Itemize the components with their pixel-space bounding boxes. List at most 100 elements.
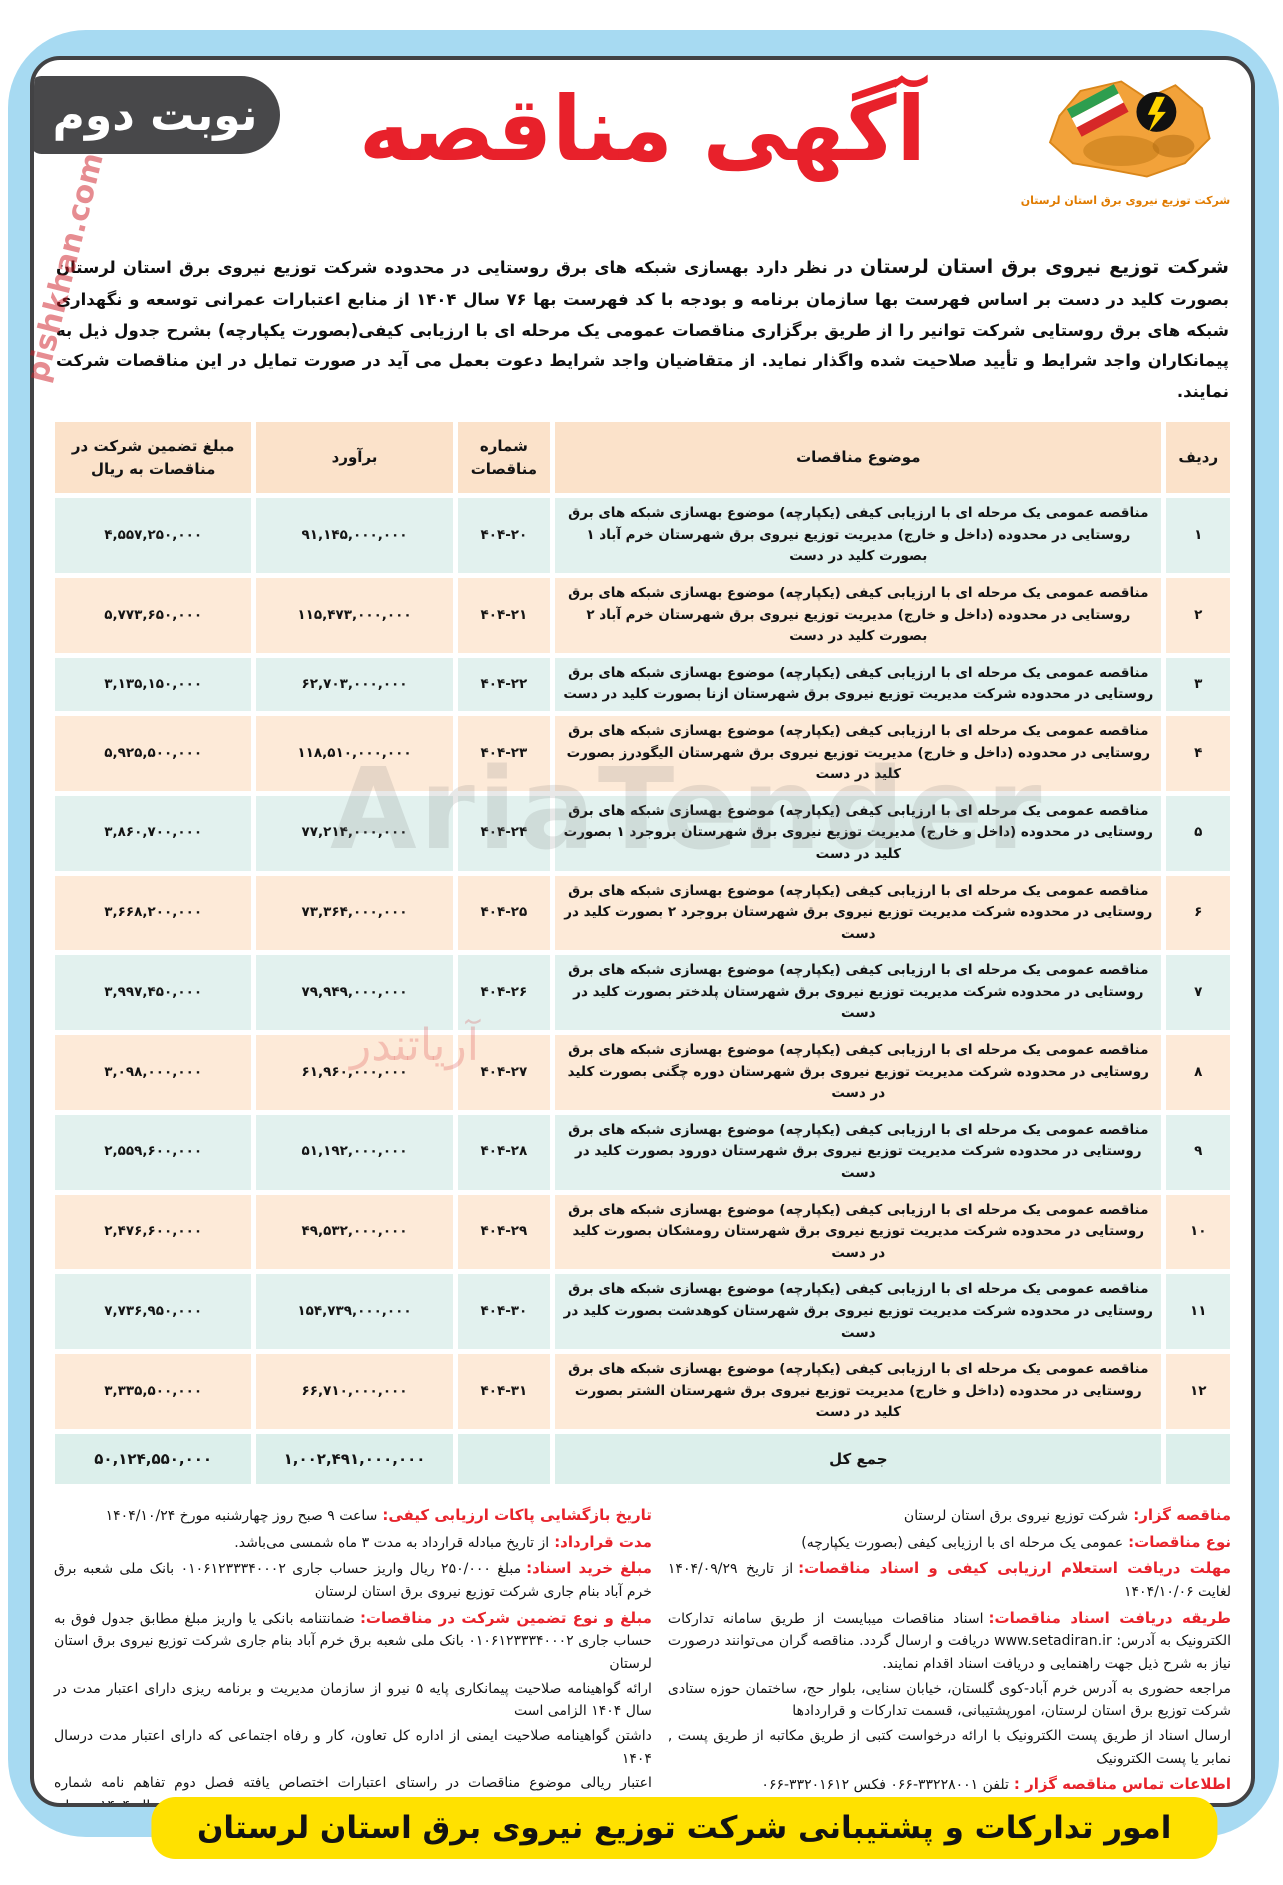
cell-subject: مناقصه عمومی یک مرحله ای با ارزیابی کیفی… [555,577,1162,653]
col-header-subject: موضوع مناقصات [555,422,1162,494]
detail-text: داشتن گواهینامه صلاحیت ایمنی از اداره کل… [54,1728,652,1767]
cell-row: ۱ [1166,498,1230,573]
detail-item: مبلغ و نوع تضمین شرکت در مناقصات:ضمانتنا… [54,1606,652,1676]
company-logo: شرکت توزیع نیروی برق استان لرستان [1018,70,1233,207]
table-row: ۳ مناقصه عمومی یک مرحله ای با ارزیابی کی… [55,657,1230,711]
detail-item: طریقه دریافت اسناد مناقصات:اسناد مناقصات… [668,1606,1231,1676]
detail-text: از تاریخ مبادله قرارداد به مدت ۳ ماه شمس… [234,1534,550,1551]
detail-text: ضمانتنامه بانکی یا واریز مبلغ مطابق جدول… [54,1610,652,1673]
table-row: ۱ مناقصه عمومی یک مرحله ای با ارزیابی کی… [55,498,1230,573]
cell-guarantee: ۳,۹۹۷,۴۵۰,۰۰۰ [55,955,252,1031]
table-row: ۱۰ مناقصه عمومی یک مرحله ای با ارزیابی ک… [55,1194,1230,1270]
cell-subject: مناقصه عمومی یک مرحله ای با ارزیابی کیفی… [555,1354,1162,1429]
table-row: ۶ مناقصه عمومی یک مرحله ای با ارزیابی کی… [55,875,1230,951]
advert-title: آگهی مناقصه [358,78,928,182]
detail-text: از تاریخ ۱۴۰۴/۰۹/۲۹ لغایت ۱۴۰۴/۱۰/۰۶ [667,1561,1231,1600]
cell-guarantee: ۳,۱۳۵,۱۵۰,۰۰۰ [55,657,252,711]
details-right-column: مناقصه گزار:شرکت توزیع نیروی برق استان ل… [668,1503,1231,1803]
logo-caption: شرکت توزیع نیروی برق استان لرستان [1020,194,1231,207]
table-row: ۸ مناقصه عمومی یک مرحله ای با ارزیابی کی… [55,1035,1230,1110]
cell-total-guarantee: ۵۰,۱۲۴,۵۵۰,۰۰۰ [55,1433,252,1484]
detail-item: ارائه گواهینامه صلاحیت پیمانکاری پایه ۵ … [54,1678,652,1723]
cell-subject: مناقصه عمومی یک مرحله ای با ارزیابی کیفی… [555,875,1162,951]
details-section: مناقصه گزار:شرکت توزیع نیروی برق استان ل… [50,1503,1235,1803]
cell-total-label: جمع کل [555,1433,1162,1484]
detail-item: مدت قرارداد:از تاریخ مبادله قرارداد به م… [54,1530,652,1555]
detail-item: اطلاعات تماس مناقصه گزار :تلفن ۳۳۲۲۸۰۰۱-… [668,1772,1231,1797]
cell-number: ۴۰۴-۲۳ [457,715,551,791]
advert-panel: آگهی مناقصه شرکت توزیع نیروی برق استان ل… [30,56,1255,1807]
detail-text: عمومی یک مرحله ای با ارزیابی کیفی (بصورت… [801,1534,1124,1551]
detail-text: مراجعه حضوری به آدرس خرم آباد-کوی گلستان… [667,1680,1231,1720]
cell-guarantee: ۳,۶۶۸,۲۰۰,۰۰۰ [55,875,252,951]
cell-row: ۵ [1166,795,1230,871]
table-row: ۷ مناقصه عمومی یک مرحله ای با ارزیابی کی… [55,955,1230,1031]
table-header-row: ردیف موضوع مناقصات شماره مناقصات برآورد … [55,422,1230,494]
detail-label: مبلغ و نوع تضمین شرکت در مناقصات: [359,1608,652,1627]
cell-estimate: ۱۱۵,۴۷۳,۰۰۰,۰۰۰ [256,577,453,653]
lorestan-map-icon [1031,80,1221,192]
cell-subject: مناقصه عمومی یک مرحله ای با ارزیابی کیفی… [555,1274,1162,1350]
cell-row: ۱۱ [1166,1274,1230,1350]
cell-number: ۴۰۴-۲۰ [457,498,551,573]
detail-label: مدت قرارداد: [554,1532,652,1551]
cell-estimate: ۶۶,۷۱۰,۰۰۰,۰۰۰ [256,1354,453,1429]
detail-label: مبلغ خرید اسناد: [526,1559,652,1578]
detail-item: مبلغ خرید اسناد:مبلغ ۲۵۰/۰۰۰ ریال واریز … [54,1556,652,1603]
detail-label: اطلاعات تماس مناقصه گزار : [1013,1775,1231,1794]
tenders-table: ردیف موضوع مناقصات شماره مناقصات برآورد … [50,417,1235,1489]
table-row: ۵ مناقصه عمومی یک مرحله ای با ارزیابی کی… [55,795,1230,871]
cell-guarantee: ۳,۸۶۰,۷۰۰,۰۰۰ [55,795,252,871]
cell-row: ۹ [1166,1114,1230,1190]
detail-text: تلفن ۳۳۲۲۸۰۰۱-۰۶۶ فکس ۳۳۲۰۱۶۱۲-۰۶۶ [761,1777,1009,1794]
detail-item: داشتن گواهینامه صلاحیت ایمنی از اداره کل… [54,1725,652,1770]
detail-label: تاریخ بازگشایی پاکات ارزیابی کیفی: [382,1505,652,1524]
cell-subject: مناقصه عمومی یک مرحله ای با ارزیابی کیفی… [555,715,1162,791]
detail-label: مناقصه گزار: [1133,1505,1231,1524]
detail-item: ارسال اسناد از طریق پست الکترونیک با ارا… [668,1725,1231,1770]
col-header-estimate: برآورد [256,422,453,494]
detail-text: شرکت توزیع نیروی برق استان لرستان [903,1507,1129,1524]
col-header-row-number: ردیف [1166,422,1230,494]
detail-item: مهلت دریافت استعلام ارزیابی کیفی و اسناد… [668,1556,1231,1603]
cell-estimate: ۴۹,۵۳۲,۰۰۰,۰۰۰ [256,1194,453,1270]
cell-estimate: ۷۳,۳۶۴,۰۰۰,۰۰۰ [256,875,453,951]
detail-item: مراجعه حضوری به آدرس خرم آباد-کوی گلستان… [668,1678,1231,1723]
intro-body: در نظر دارد بهسازی شبکه های برق روستایی … [56,258,1229,401]
detail-item: تاریخ بازگشایی پاکات ارزیابی کیفی:ساعت ۹… [54,1503,652,1528]
cell-guarantee: ۲,۵۵۹,۶۰۰,۰۰۰ [55,1114,252,1190]
detail-item: نوع مناقصات:عمومی یک مرحله ای با ارزیابی… [668,1530,1231,1555]
advert-header: آگهی مناقصه شرکت توزیع نیروی برق استان ل… [34,68,1235,250]
cell-guarantee: ۵,۷۷۳,۶۵۰,۰۰۰ [55,577,252,653]
col-header-tender-number: شماره مناقصات [457,422,551,494]
detail-label: مهلت دریافت استعلام ارزیابی کیفی و اسناد… [798,1559,1231,1578]
cell-row: ۱۲ [1166,1354,1230,1429]
detail-text: ارسال اسناد از طریق پست الکترونیک با ارا… [667,1728,1231,1767]
cell-guarantee: ۴,۵۵۷,۲۵۰,۰۰۰ [55,498,252,573]
detail-label: نوع مناقصات: [1128,1532,1231,1551]
cell-number: ۴۰۴-۲۹ [457,1194,551,1270]
cell-estimate: ۱۱۸,۵۱۰,۰۰۰,۰۰۰ [256,715,453,791]
cell-row: ۸ [1166,1035,1230,1110]
cell-row: ۱۰ [1166,1194,1230,1270]
cell-estimate: ۷۷,۲۱۴,۰۰۰,۰۰۰ [256,795,453,871]
cell-row [1166,1433,1230,1484]
iran-flag-icon [1066,84,1129,137]
cell-row: ۷ [1166,955,1230,1031]
table-row: ۱۲ مناقصه عمومی یک مرحله ای با ارزیابی ک… [55,1354,1230,1429]
cell-subject: مناقصه عمومی یک مرحله ای با ارزیابی کیفی… [555,1194,1162,1270]
table-row: ۱۱ مناقصه عمومی یک مرحله ای با ارزیابی ک… [55,1274,1230,1350]
cell-guarantee: ۵,۹۲۵,۵۰۰,۰۰۰ [55,715,252,791]
cell-subject: مناقصه عمومی یک مرحله ای با ارزیابی کیفی… [555,1114,1162,1190]
cell-estimate: ۶۲,۷۰۳,۰۰۰,۰۰۰ [256,657,453,711]
cell-row: ۲ [1166,577,1230,653]
detail-label: طریقه دریافت اسناد مناقصات: [988,1608,1231,1627]
cell-row: ۴ [1166,715,1230,791]
cell-number [457,1433,551,1484]
table-row: ۲ مناقصه عمومی یک مرحله ای با ارزیابی کی… [55,577,1230,653]
detail-text: اسناد مناقصات میبایست از طریق سامانه تدا… [667,1610,1231,1673]
cell-estimate: ۷۹,۹۴۹,۰۰۰,۰۰۰ [256,955,453,1031]
cell-number: ۴۰۴-۲۴ [457,795,551,871]
details-left-column: تاریخ بازگشایی پاکات ارزیابی کیفی:ساعت ۹… [54,1503,652,1803]
table-row: ۹ مناقصه عمومی یک مرحله ای با ارزیابی کی… [55,1114,1230,1190]
